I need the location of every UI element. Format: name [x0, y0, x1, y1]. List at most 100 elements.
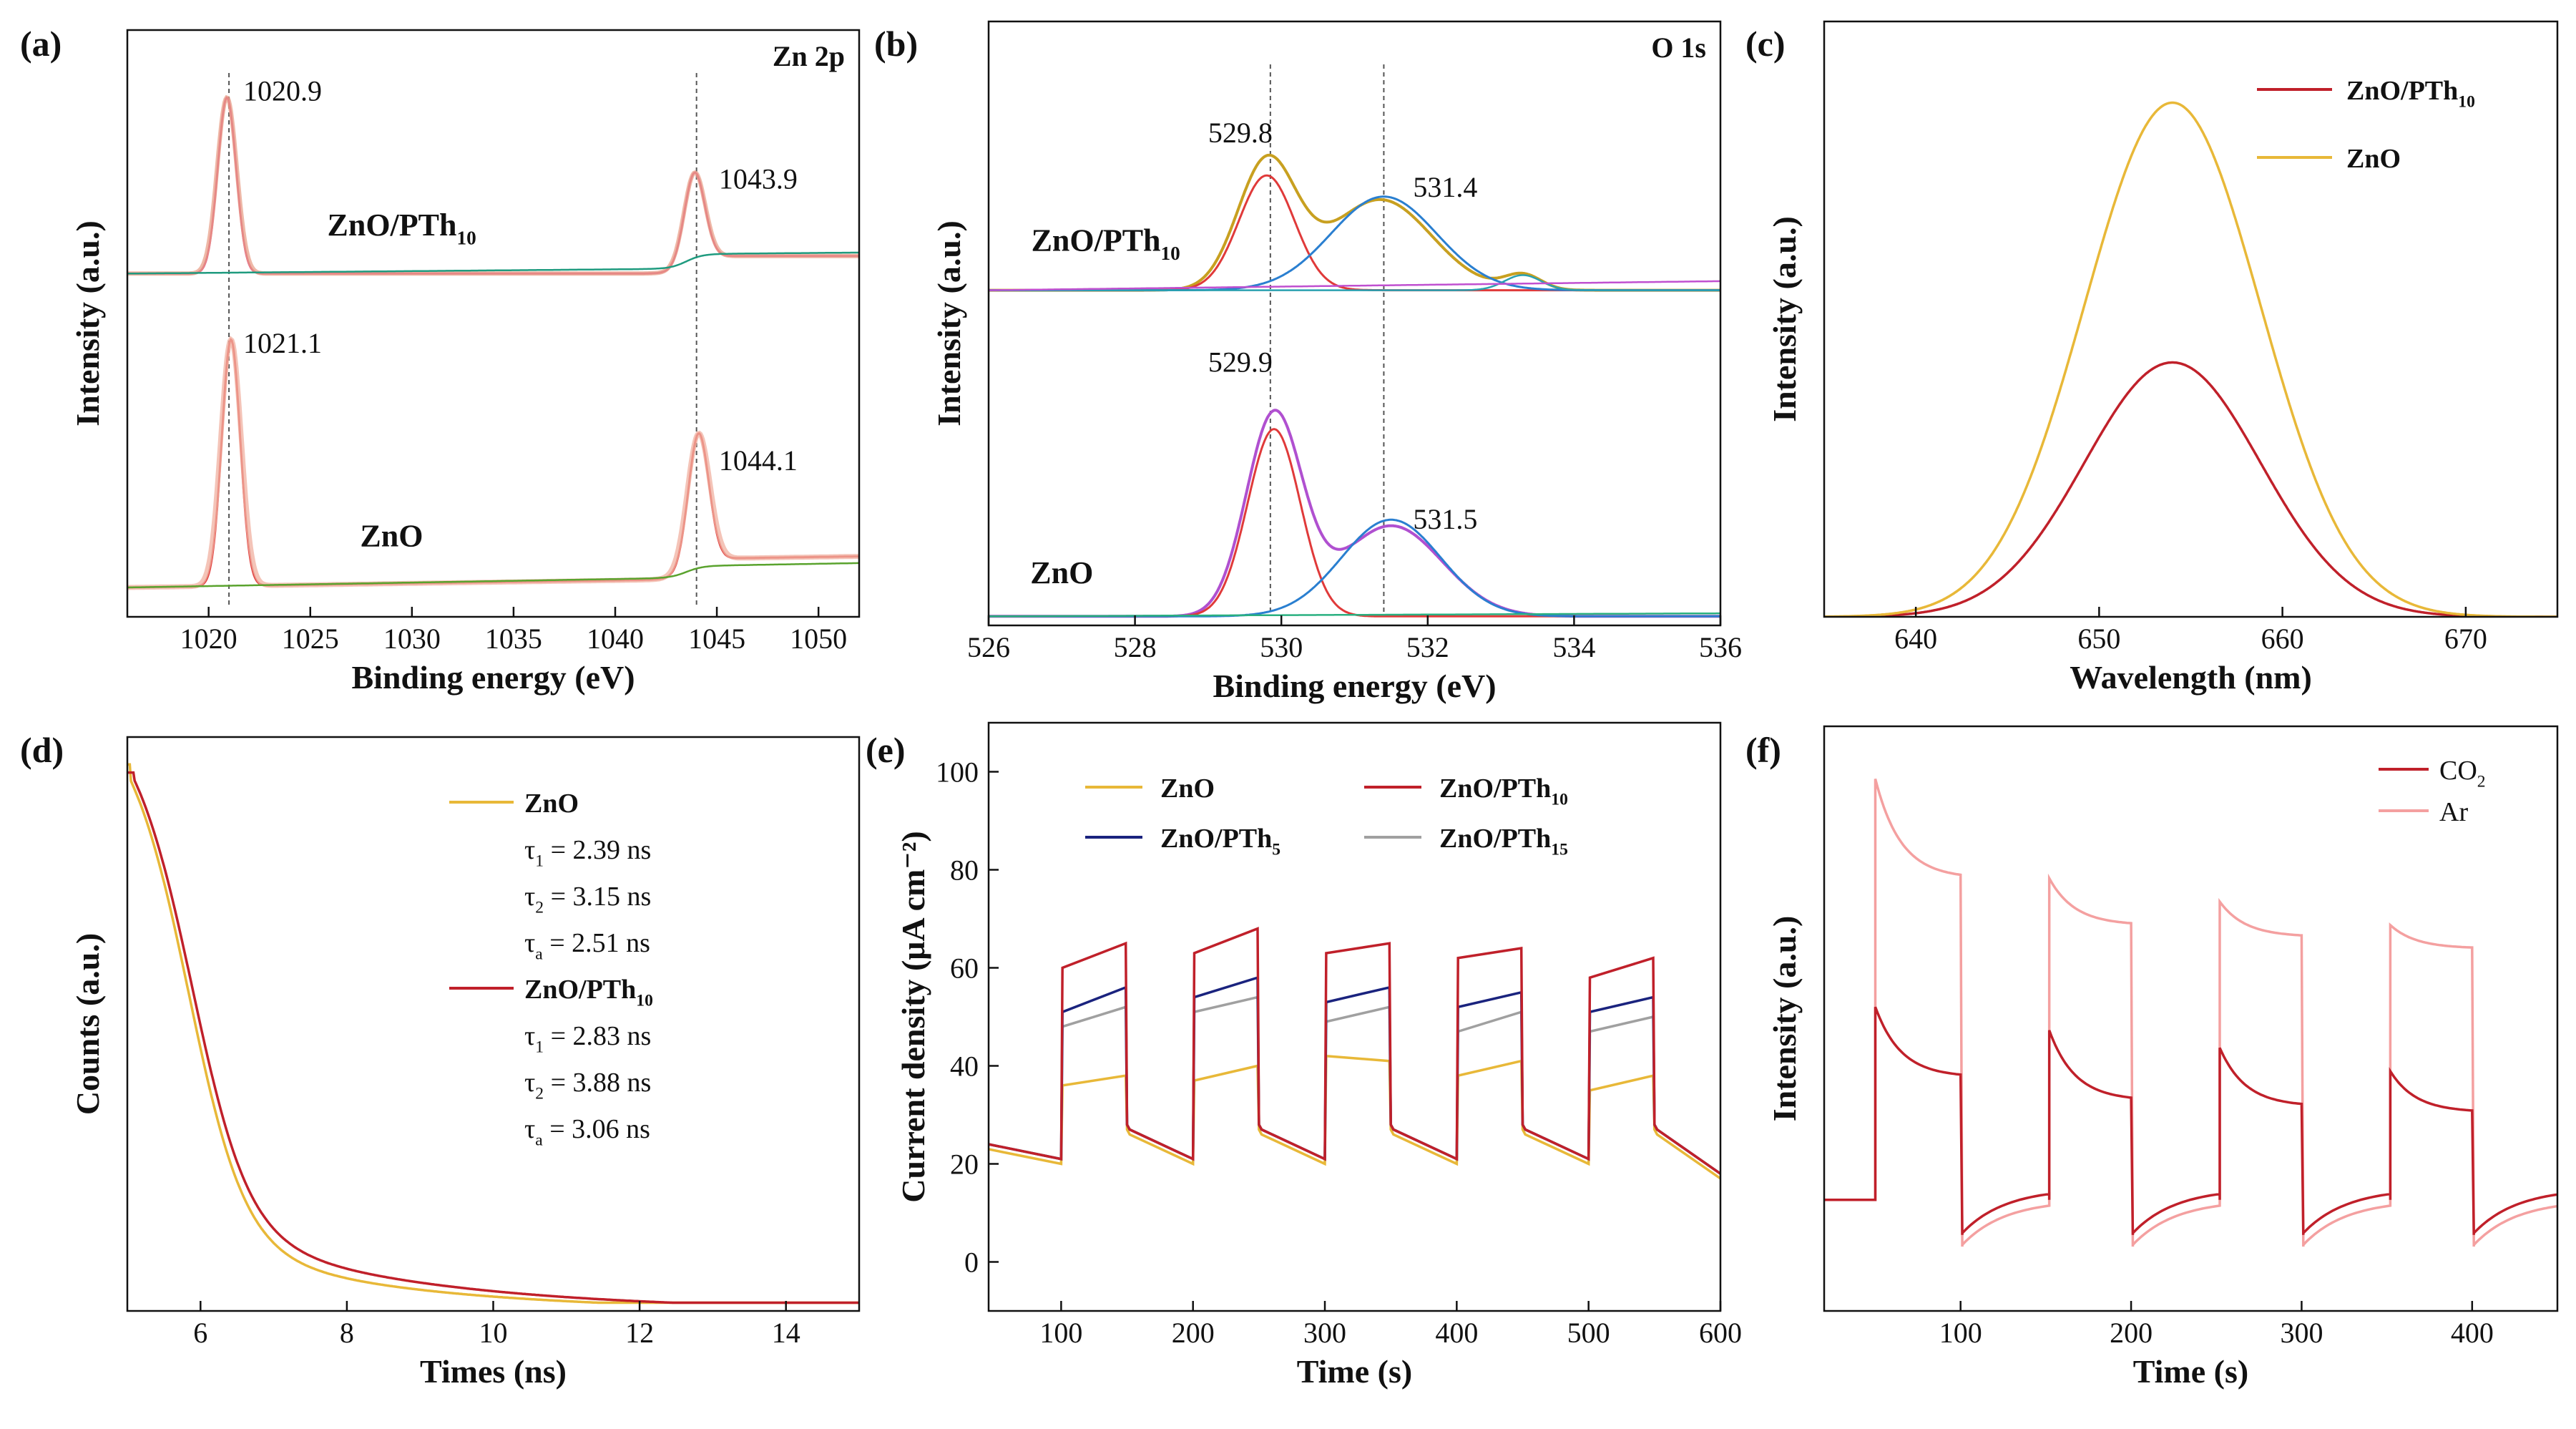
x-tick-label: 534	[1552, 631, 1595, 663]
x-tick-label: 100	[1039, 1317, 1082, 1349]
series-line	[989, 612, 1720, 618]
legend-label-main: ZnO	[1160, 774, 1215, 804]
legend-label-main: ZnO/PTh	[1160, 824, 1272, 854]
series-line	[989, 428, 1720, 618]
y-tick-label: 60	[950, 952, 979, 985]
x-tick-label: 536	[1699, 631, 1742, 663]
legend-label-main: CO	[2439, 756, 2477, 786]
y-axis-label: Intensity (a.u.)	[1766, 916, 1803, 1122]
legend-label-sub: 2	[2477, 773, 2486, 791]
x-tick-label: 400	[2451, 1317, 2494, 1349]
x-tick-label: 300	[1303, 1317, 1346, 1349]
legend-label-main: ZnO/PTh	[524, 975, 636, 1005]
legend-label: ZnO/PTh10	[524, 975, 653, 1010]
peak-label: 531.5	[1413, 503, 1477, 535]
lifetime-label-value: = 2.39 ns	[544, 835, 651, 865]
panel-b: 526 528 530 532 534 536 Binding energy (eV) Int…	[874, 20, 1742, 704]
panel-label: (e)	[866, 730, 906, 770]
decay-line	[127, 771, 859, 1304]
peak-label: 1021.1	[243, 327, 322, 359]
series-line	[989, 518, 1720, 618]
x-tick-label: 1035	[485, 623, 542, 655]
lifetime-label-main: τ	[524, 1068, 535, 1098]
lifetime-label: τ1 = 2.83 ns	[524, 1021, 651, 1057]
decay-line	[127, 763, 859, 1304]
legend-label-main: ZnO/PTh	[2346, 76, 2458, 106]
legend-label-sub: 10	[636, 992, 653, 1010]
plot-area	[989, 64, 1720, 618]
plot-area	[127, 73, 859, 605]
lifetime-label-value: = 3.06 ns	[543, 1114, 650, 1144]
x-tick-label: 530	[1260, 631, 1303, 663]
x-tick-label: 6	[193, 1317, 207, 1349]
sample-label: ZnO/PTh10	[1032, 223, 1180, 264]
y-axis-label: Intensity (a.u.)	[931, 220, 967, 426]
x-tick-label: 670	[2444, 623, 2487, 655]
x-axis-label: Times (ns)	[420, 1353, 567, 1390]
x-tick-label: 600	[1699, 1317, 1742, 1349]
axes-frame	[1823, 725, 2559, 1312]
x-tick-label: 14	[772, 1317, 800, 1349]
legend-label: ZnO/PTh10	[1439, 774, 1568, 809]
x-tick-label: 500	[1567, 1317, 1610, 1349]
panel-label: (b)	[874, 24, 918, 64]
lifetime-label-main: τ	[524, 1021, 535, 1051]
axes-frame	[1823, 20, 2559, 618]
series-line	[127, 94, 859, 276]
axes-frame	[987, 20, 1722, 627]
panel-label: (a)	[20, 24, 62, 64]
sample-label: ZnO/PTh10	[328, 208, 476, 248]
x-tick-label: 1040	[587, 623, 644, 655]
legend-label-main: ZnO	[524, 789, 579, 819]
x-tick-label: 1025	[282, 623, 339, 655]
y-axis-label: Counts (a.u.)	[69, 933, 106, 1115]
lifetime-label: τ1 = 2.39 ns	[524, 835, 651, 871]
lifetime-label-sub: a	[535, 945, 543, 964]
sample-label-main: ZnO/PTh	[1032, 223, 1161, 258]
x-tick-label: 650	[2077, 623, 2120, 655]
x-tick-label: 640	[1894, 623, 1937, 655]
photocurrent-line	[989, 927, 1720, 1175]
y-tick-label: 100	[936, 756, 979, 789]
x-tick-label: 10	[479, 1317, 508, 1349]
x-tick-label: 526	[967, 631, 1010, 663]
transient-line	[1824, 1006, 2557, 1235]
series-line	[127, 251, 859, 275]
lifetime-label: τa = 3.06 ns	[524, 1114, 650, 1150]
series-line	[989, 409, 1720, 618]
x-tick-label: 1030	[383, 623, 441, 655]
x-tick-label: 100	[1939, 1317, 1982, 1349]
peak-label: 1020.9	[243, 74, 322, 107]
y-tick-label: 20	[950, 1148, 979, 1181]
legend-label: Ar	[2439, 797, 2468, 827]
x-axis-label: Time (s)	[1297, 1353, 1412, 1390]
series-line	[989, 274, 1720, 291]
lifetime-label-sub: 2	[535, 899, 544, 917]
x-tick-label: 532	[1406, 631, 1449, 663]
legend-label-sub: 15	[1551, 841, 1568, 859]
lifetime-label: τ2 = 3.88 ns	[524, 1068, 651, 1103]
series-line	[127, 562, 859, 589]
element-label: Zn 2p	[773, 40, 845, 72]
lifetime-label-sub: a	[535, 1131, 543, 1150]
lifetime-label: τ2 = 3.15 ns	[524, 882, 651, 917]
series-line	[1824, 101, 2557, 617]
legend-label-main: ZnO	[2346, 144, 2401, 174]
legend-label: ZnO/PTh15	[1439, 824, 1568, 859]
lifetime-label-main: τ	[524, 1114, 535, 1144]
plot-area	[1824, 779, 2557, 1247]
x-tick-label: 8	[340, 1317, 354, 1349]
sample-label: ZnO	[1030, 555, 1093, 590]
peak-label: 1044.1	[719, 444, 798, 477]
y-axis-label: Current density (μA cm⁻²)	[895, 831, 931, 1202]
x-axis-label: Time (s)	[2133, 1353, 2248, 1390]
legend-label: ZnO	[2346, 144, 2401, 174]
x-tick-label: 200	[2110, 1317, 2153, 1349]
x-tick-label: 400	[1435, 1317, 1478, 1349]
axes-frame	[987, 721, 1722, 1312]
peak-label: 531.4	[1413, 171, 1477, 203]
legend-label: ZnO/PTh5	[1160, 824, 1280, 859]
lifetime-label-sub: 2	[535, 1085, 544, 1103]
